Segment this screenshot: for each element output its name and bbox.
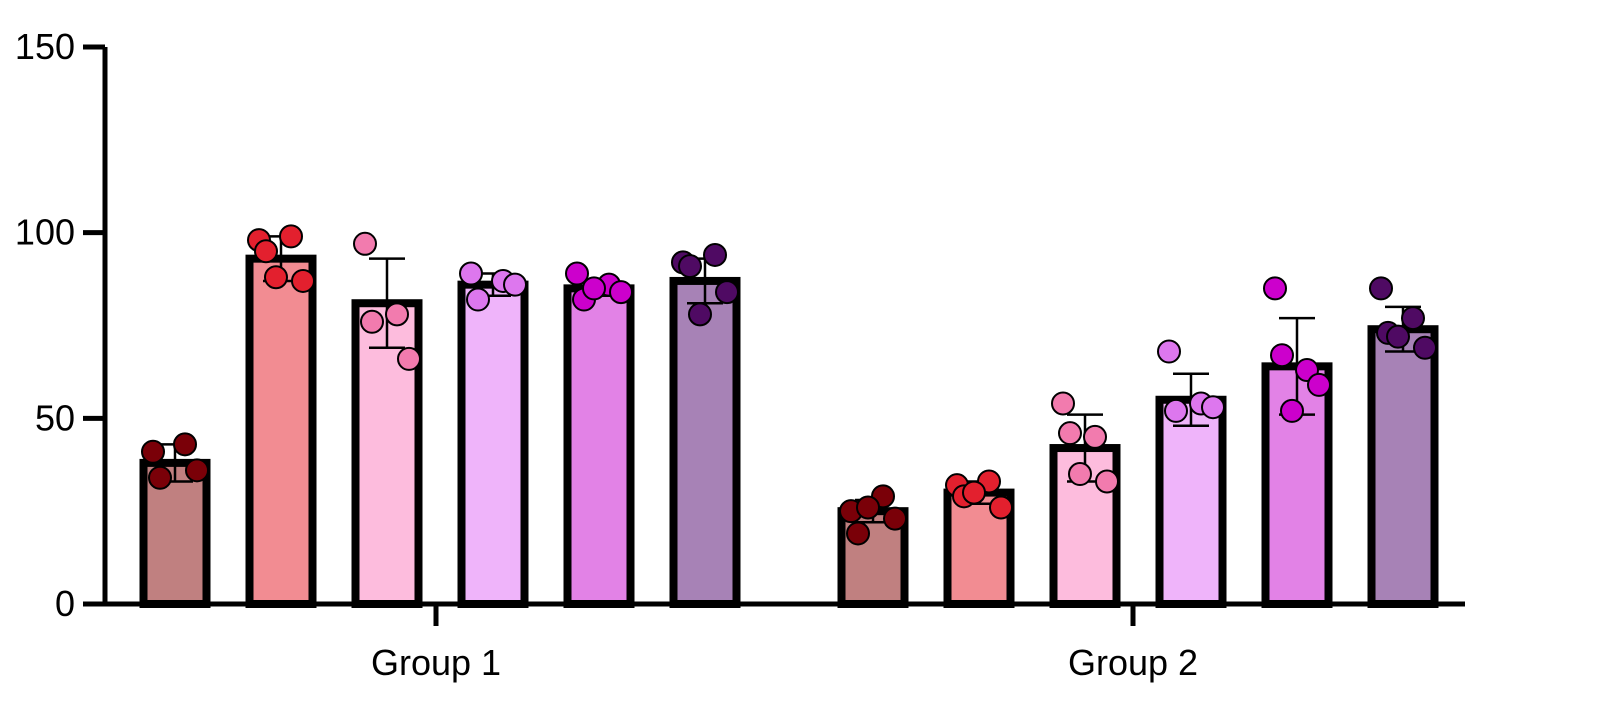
- bar-1-6: [669, 276, 741, 608]
- data-point-2-5-5: [1280, 398, 1304, 423]
- data-point-1-4-4: [503, 272, 527, 297]
- y-tick-label-150: 150: [15, 26, 75, 67]
- bar-1-5: [563, 284, 635, 608]
- data-point-1-2-5: [264, 265, 288, 290]
- data-point-1-6-3: [678, 254, 702, 279]
- data-point-1-3-2: [385, 302, 409, 327]
- x-tick-label-2: Group 2: [1068, 642, 1198, 683]
- data-point-2-4-4: [1201, 395, 1225, 420]
- data-point-1-3-1: [353, 231, 377, 256]
- data-point-1-5-4: [609, 280, 633, 305]
- data-point-2-2-5: [962, 480, 986, 505]
- data-point-1-5-5: [582, 276, 606, 301]
- axes-layer: 0 50 100 150 Group 1 Group 2: [15, 26, 1465, 683]
- data-point-1-2-2: [279, 224, 303, 249]
- data-point-2-3-2: [1083, 424, 1107, 449]
- data-point-2-2-4: [989, 495, 1013, 520]
- data-point-1-3-4: [397, 346, 421, 371]
- data-point-2-5-1: [1263, 276, 1287, 301]
- data-point-1-1-4: [185, 458, 209, 483]
- data-point-2-4-3: [1164, 398, 1188, 423]
- data-point-1-3-3: [360, 309, 384, 334]
- data-point-2-3-4: [1095, 469, 1119, 494]
- y-tick-label-0: 0: [55, 583, 75, 624]
- data-point-2-1-5: [856, 495, 880, 520]
- data-point-1-1-1: [141, 439, 165, 464]
- data-point-1-6-5: [688, 302, 712, 327]
- data-point-2-3-5: [1068, 462, 1092, 487]
- data-point-1-2-3: [254, 239, 278, 264]
- bar-1-4: [457, 280, 529, 608]
- data-point-2-6-1: [1369, 276, 1393, 301]
- data-point-2-5-4: [1307, 372, 1331, 397]
- bars-layer: [139, 254, 1439, 609]
- data-point-1-4-1: [459, 261, 483, 286]
- data-points-layer: [141, 224, 1437, 546]
- data-point-2-1-3: [846, 521, 870, 546]
- data-point-2-6-4: [1413, 335, 1437, 360]
- bar-1-2: [245, 254, 317, 608]
- data-point-1-2-4: [291, 268, 315, 293]
- data-point-2-3-1: [1051, 391, 1075, 416]
- error-bars-layer: [157, 235, 1421, 524]
- data-point-2-5-3: [1270, 343, 1294, 368]
- data-point-2-3-3: [1058, 421, 1082, 446]
- data-point-1-1-2: [173, 432, 197, 457]
- data-point-1-1-3: [148, 465, 172, 490]
- y-tick-label-100: 100: [15, 212, 75, 253]
- x-tick-label-1: Group 1: [371, 642, 501, 683]
- data-point-1-6-4: [715, 280, 739, 305]
- data-point-2-4-1: [1157, 339, 1181, 364]
- bar-2-4: [1155, 395, 1227, 608]
- data-point-2-6-2: [1401, 306, 1425, 331]
- bar-1-3: [351, 299, 423, 608]
- data-point-1-6-2: [703, 242, 727, 267]
- data-point-2-1-4: [883, 506, 907, 531]
- data-point-2-6-5: [1386, 324, 1410, 349]
- data-point-1-4-3: [466, 287, 490, 312]
- bar-2-6: [1367, 325, 1439, 608]
- y-tick-label-50: 50: [35, 397, 75, 438]
- data-point-1-5-1: [565, 261, 589, 286]
